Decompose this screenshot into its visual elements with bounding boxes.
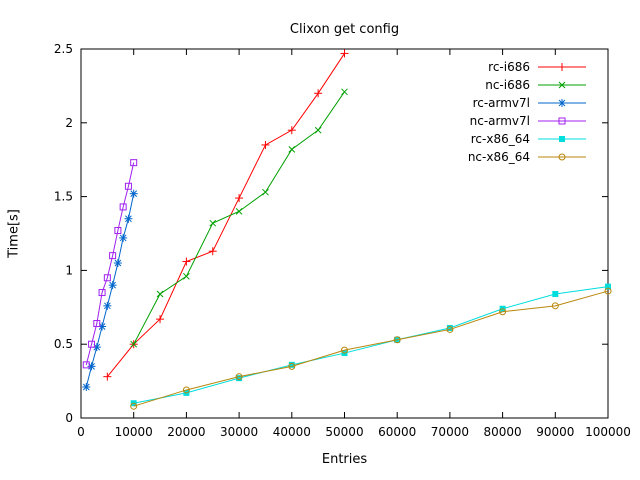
x-tick-label: 30000 [220,425,258,439]
legend-entry-nc-armv7l: nc-armv7l [470,114,586,128]
series-line [133,290,609,407]
legend-entry-nc-i686: nc-i686 [485,78,586,92]
x-tick-label: 80000 [484,425,522,439]
x-tick-label: 60000 [378,425,416,439]
x-tick-label: 100000 [585,425,631,439]
series-rc-armv7l [82,189,138,392]
legend-label: rc-x86_64 [471,132,530,146]
legend-entry-rc-armv7l: rc-armv7l [473,96,586,110]
legend-label: nc-armv7l [470,114,530,128]
x-tick-label: 70000 [431,425,469,439]
series-nc-x86_64 [130,287,612,410]
legend-entry-rc-i686: rc-i686 [488,60,586,74]
legend-entry-rc-x86_64: rc-x86_64 [471,132,586,146]
x-tick-label: 40000 [273,425,311,439]
x-axis-label: Entries [321,452,368,467]
y-tick-label: 1.5 [54,190,73,204]
series-nc-armv7l [82,159,138,369]
series-line [133,286,609,404]
series-line [85,193,135,388]
x-tick-label: 50000 [325,425,363,439]
x-tick-label: 90000 [536,425,574,439]
x-tick-label: 0 [77,425,85,439]
legend-label: nc-x86_64 [468,150,530,164]
y-tick-label: 2.5 [54,42,73,56]
legend-label: rc-i686 [488,60,530,74]
y-tick-label: 1 [65,263,73,277]
series-line [85,162,135,365]
legend-label: nc-i686 [485,78,530,92]
legend-label: rc-armv7l [473,96,530,110]
x-tick-label: 10000 [115,425,153,439]
series-line [106,53,345,377]
legend-entry-nc-x86_64: nc-x86_64 [468,150,586,164]
series-nc-i686 [130,88,348,348]
x-tick-label: 20000 [167,425,205,439]
y-tick-label: 2 [65,116,73,130]
chart-title: Clixon get config [289,22,400,37]
series-rc-i686 [103,49,349,381]
y-tick-label: 0.5 [54,337,73,351]
series-line [133,91,345,345]
y-tick-label: 0 [65,411,73,425]
